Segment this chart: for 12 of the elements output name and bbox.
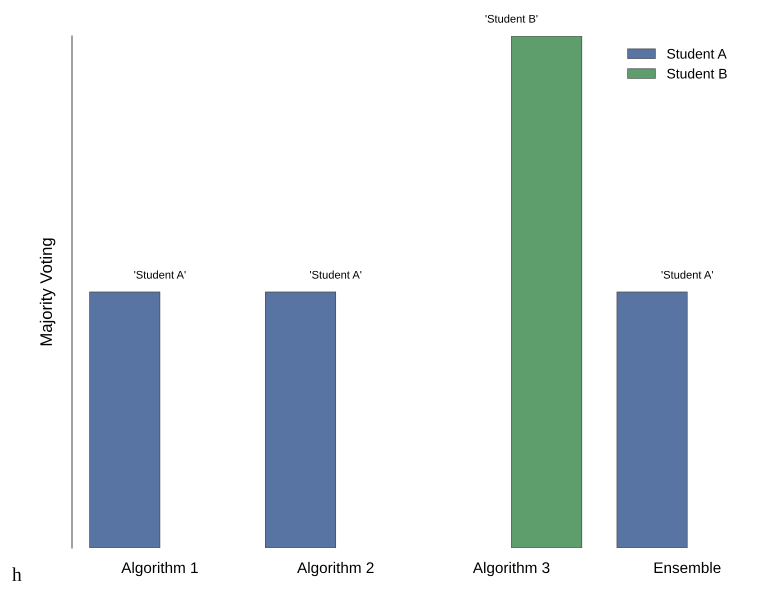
text: h xyxy=(12,567,22,581)
x-tick-label: Algorithm 1 xyxy=(121,562,198,576)
y-axis-title: Majority Voting xyxy=(40,238,56,346)
annotation: 'Student B' xyxy=(486,14,538,23)
x-tick-label: Ensemble xyxy=(654,562,721,574)
annotation: 'Student A' xyxy=(662,270,713,279)
legend-label: Student A xyxy=(667,48,727,59)
annotation: 'Student A' xyxy=(134,270,186,279)
legend-label: Student B xyxy=(667,68,727,79)
x-tick-label: Algorithm 2 xyxy=(297,562,374,576)
x-tick-label: Algorithm 3 xyxy=(472,562,550,576)
annotation: 'Student A' xyxy=(310,270,362,279)
